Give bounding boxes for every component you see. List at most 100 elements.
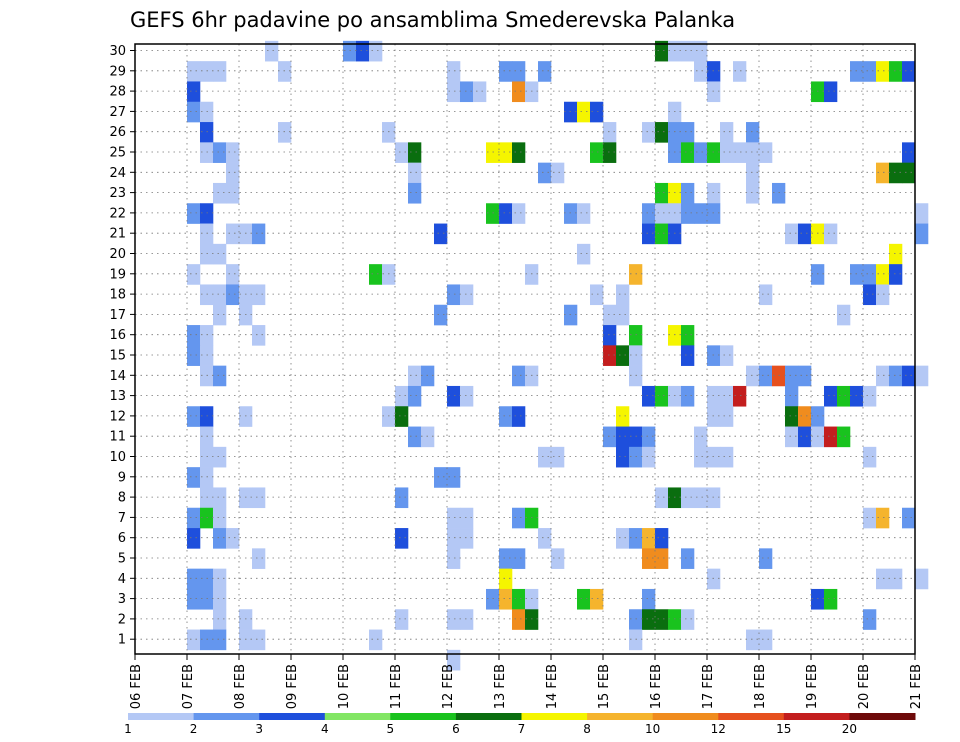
precip-cell: [720, 385, 734, 407]
precip-cell: [421, 426, 435, 448]
precip-cell: [707, 406, 721, 427]
precip-cell: [200, 101, 214, 123]
legend-label: 7: [518, 722, 526, 736]
y-tick-label: 5: [118, 552, 126, 567]
legend-label: 3: [255, 722, 263, 736]
precip-cell: [824, 426, 838, 448]
precip-cell: [837, 304, 851, 326]
precip-cell: [876, 162, 890, 184]
precip-cell: [629, 325, 643, 346]
y-tick-label: 13: [109, 389, 126, 404]
precip-cell: [603, 426, 617, 448]
precip-cell: [876, 264, 890, 285]
precip-cell: [551, 548, 565, 569]
precip-cell: [434, 467, 448, 488]
precip-cell: [473, 81, 487, 103]
precip-cell: [408, 142, 422, 163]
precip-cell: [733, 61, 747, 82]
legend-swatch: [652, 713, 719, 720]
y-tick-label: 29: [109, 64, 126, 79]
precip-cell: [200, 487, 214, 509]
legend: 1 2 3 4 5 6 7 8 10 12 15 20: [124, 713, 916, 736]
precip-cell: [525, 609, 539, 630]
precip-cell: [902, 142, 916, 163]
precip-cell: [681, 40, 695, 62]
precip-cell: [785, 426, 799, 448]
precip-cell: [876, 61, 890, 82]
y-tick-label: 20: [109, 247, 126, 262]
x-tick-label: 10 FEB: [337, 664, 352, 709]
precip-cell: [213, 243, 227, 265]
precip-cell: [616, 528, 630, 549]
x-tick-label: 18 FEB: [753, 664, 768, 709]
precip-cell: [538, 61, 552, 82]
precip-cell: [902, 507, 916, 529]
precip-cell: [525, 81, 539, 103]
precip-cell: [499, 568, 513, 590]
precip-cell: [486, 142, 500, 163]
x-tick-label: 06 FEB: [129, 664, 144, 709]
precip-cell: [460, 528, 474, 549]
precip-cell: [213, 588, 227, 610]
precip-cell: [460, 609, 474, 630]
precip-cell: [824, 223, 838, 245]
precip-cell: [850, 61, 864, 82]
precip-cell: [525, 264, 539, 285]
precip-cell: [681, 609, 695, 630]
precip-cell: [798, 365, 812, 387]
precip-cell: [551, 446, 565, 468]
precip-cell: [668, 203, 682, 224]
precip-cell: [512, 365, 526, 387]
precip-cell: [746, 182, 760, 204]
precip-cell: [213, 609, 227, 630]
legend-swatch: [324, 713, 391, 720]
precip-cell: [447, 609, 461, 630]
precip-cell: [200, 507, 214, 529]
precip-cell: [850, 385, 864, 407]
y-tick-label: 26: [109, 125, 126, 140]
precip-cell: [720, 122, 734, 143]
precip-cell: [512, 81, 526, 103]
precip-cell: [642, 426, 656, 448]
precip-cell: [213, 284, 227, 306]
precip-cell: [278, 122, 292, 143]
precip-cell: [200, 467, 214, 488]
precip-cell: [707, 345, 721, 366]
precip-cell: [239, 223, 253, 245]
precip-cell: [811, 264, 825, 285]
x-tick-label: 07 FEB: [181, 664, 196, 709]
precip-cell: [707, 446, 721, 468]
x-tick-label: 08 FEB: [233, 664, 248, 709]
precip-cell: [642, 548, 656, 569]
legend-swatch: [390, 713, 457, 720]
precip-cell: [642, 122, 656, 143]
precip-cell: [421, 365, 435, 387]
precip-cell: [707, 142, 721, 163]
precip-cell: [512, 609, 526, 630]
precip-cell: [629, 629, 643, 651]
precip-cell: [759, 284, 773, 306]
precip-cell: [499, 142, 513, 163]
precip-cell: [447, 385, 461, 407]
precip-cell: [746, 629, 760, 651]
y-tick-label: 17: [109, 308, 126, 323]
precip-cell: [382, 406, 396, 427]
precip-cell: [265, 40, 279, 62]
precip-cell: [213, 507, 227, 529]
precip-cell: [187, 325, 201, 346]
precip-cell: [460, 81, 474, 103]
precip-cell: [226, 223, 240, 245]
precip-cell: [837, 426, 851, 448]
precip-cell: [798, 406, 812, 427]
precip-cell: [915, 223, 929, 245]
precip-cell: [200, 426, 214, 448]
y-tick-label: 27: [109, 105, 126, 120]
precip-cell: [603, 325, 617, 346]
precip-cell: [655, 122, 669, 143]
precip-cell: [863, 61, 877, 82]
x-tick-label: 17 FEB: [701, 664, 716, 709]
precip-cell: [889, 568, 903, 590]
precip-cell: [616, 284, 630, 306]
precip-cell: [785, 406, 799, 427]
precip-cell: [655, 385, 669, 407]
